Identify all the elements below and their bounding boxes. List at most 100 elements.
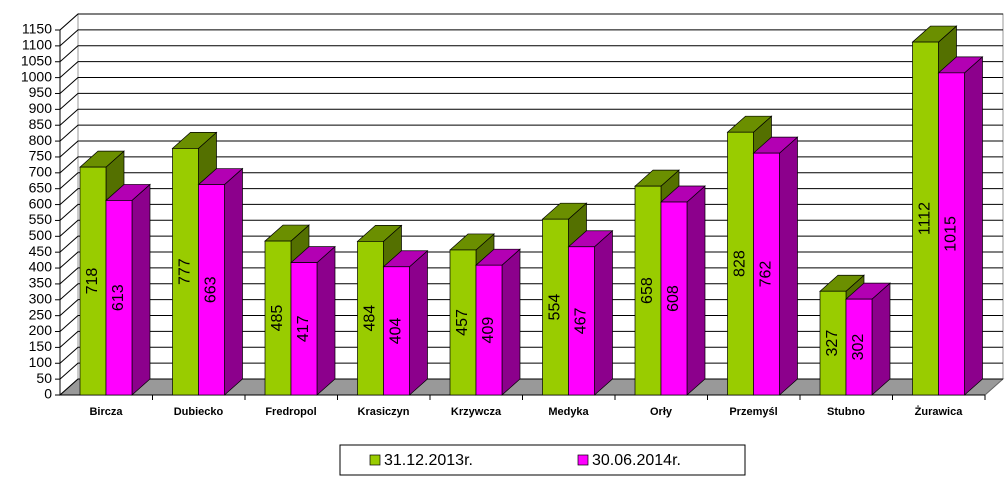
value-label: 777 — [177, 258, 194, 285]
value-label: 718 — [84, 268, 101, 295]
y-tick-label: 300 — [29, 290, 53, 306]
value-label: 327 — [824, 330, 841, 357]
bar — [290, 262, 318, 396]
legend-label: 30.06.2014r. — [592, 452, 681, 469]
bar-side — [316, 245, 336, 396]
y-tick-label: 400 — [29, 259, 53, 275]
value-label: 608 — [665, 285, 682, 312]
value-label: 828 — [732, 250, 749, 277]
y-tick-label: 50 — [36, 370, 52, 386]
value-label: 1015 — [943, 216, 960, 252]
side-wall — [59, 12, 79, 397]
x-tick-label: Fredropol — [265, 406, 316, 418]
grid-line — [59, 61, 1003, 78]
y-tick-label: 150 — [29, 338, 53, 354]
bar — [449, 249, 477, 396]
bar — [938, 72, 965, 396]
x-tick-label: Krzywcza — [451, 406, 502, 418]
grid-line — [59, 172, 1003, 190]
bar — [634, 185, 662, 396]
bar-side — [964, 56, 983, 396]
grid-line — [59, 140, 1003, 158]
bar-side — [686, 185, 706, 396]
y-tick-label: 250 — [29, 306, 53, 322]
grid-line — [59, 76, 1003, 94]
y-tick-label: 1150 — [22, 21, 52, 37]
legend-swatch — [577, 454, 589, 466]
y-tick-label: 350 — [29, 275, 53, 291]
x-tick-label: Przemyśl — [729, 406, 777, 418]
y-tick-label: 750 — [29, 148, 53, 164]
bar — [568, 246, 595, 396]
x-tick-label: Stubno — [827, 406, 865, 418]
bar-side — [224, 167, 243, 396]
value-label: 404 — [388, 317, 405, 344]
x-tick-label: Orły — [650, 406, 673, 418]
y-tick-label: 200 — [29, 322, 53, 338]
y-tick-label: 800 — [29, 132, 53, 148]
x-tick-label: Bircza — [89, 406, 123, 418]
value-label: 484 — [362, 305, 379, 332]
value-label: 658 — [639, 277, 656, 304]
y-tick-label: 1000 — [21, 68, 52, 84]
y-tick-label: 850 — [29, 116, 53, 132]
value-label: 409 — [480, 317, 497, 344]
y-tick-label: 950 — [29, 84, 53, 100]
y-tick-label: 450 — [29, 243, 53, 259]
value-label: 663 — [203, 276, 220, 303]
bar-side — [594, 229, 613, 396]
bar — [383, 266, 410, 396]
y-tick-label: 0 — [44, 386, 52, 402]
legend-box — [339, 444, 746, 476]
bar-side — [131, 183, 151, 396]
x-tick-label: Żurawica — [915, 405, 964, 418]
y-tick-label: 1100 — [22, 37, 52, 53]
value-label: 1112 — [917, 202, 934, 235]
y-tick-label: 650 — [29, 179, 53, 195]
y-tick-label: 500 — [29, 227, 53, 243]
bar — [845, 298, 873, 396]
y-tick-label: 1050 — [21, 52, 52, 68]
grid-line — [59, 92, 1003, 110]
bar — [357, 241, 384, 396]
bar — [660, 201, 688, 396]
value-label: 485 — [269, 305, 286, 332]
value-label: 457 — [454, 309, 471, 336]
bar — [105, 200, 133, 396]
y-tick-label: 600 — [29, 195, 53, 211]
y-tick-label: 550 — [29, 211, 53, 227]
bar — [912, 41, 939, 396]
value-label: 554 — [547, 294, 564, 321]
value-label: 417 — [295, 315, 312, 342]
bar-side — [409, 249, 428, 396]
y-tick-label: 900 — [29, 100, 53, 116]
x-tick-label: Medyka — [548, 406, 589, 418]
value-label: 613 — [110, 284, 127, 311]
bar — [475, 264, 503, 396]
bar-side — [779, 136, 798, 396]
bar — [542, 218, 569, 396]
bar-side — [501, 248, 521, 396]
bar — [172, 148, 199, 396]
grid-line — [59, 29, 1003, 47]
x-tick-label: Dubiecko — [174, 406, 224, 418]
legend-swatch — [369, 454, 381, 466]
grid-line — [59, 13, 1003, 31]
bar — [198, 184, 225, 396]
bar — [727, 131, 754, 396]
value-label: 467 — [573, 307, 590, 334]
value-label: 302 — [850, 334, 867, 361]
legend-label: 31.12.2013r. — [384, 452, 473, 469]
bar-side — [871, 282, 891, 396]
y-tick-label: 100 — [29, 354, 53, 370]
grid-line — [59, 108, 1003, 126]
x-tick-label: Krasiczyn — [358, 406, 410, 418]
y-tick-label: 700 — [29, 164, 53, 180]
bar — [753, 152, 780, 396]
value-label: 762 — [758, 261, 775, 288]
grid-line — [59, 45, 1003, 63]
grid-line — [59, 124, 1003, 142]
bar — [264, 240, 292, 396]
